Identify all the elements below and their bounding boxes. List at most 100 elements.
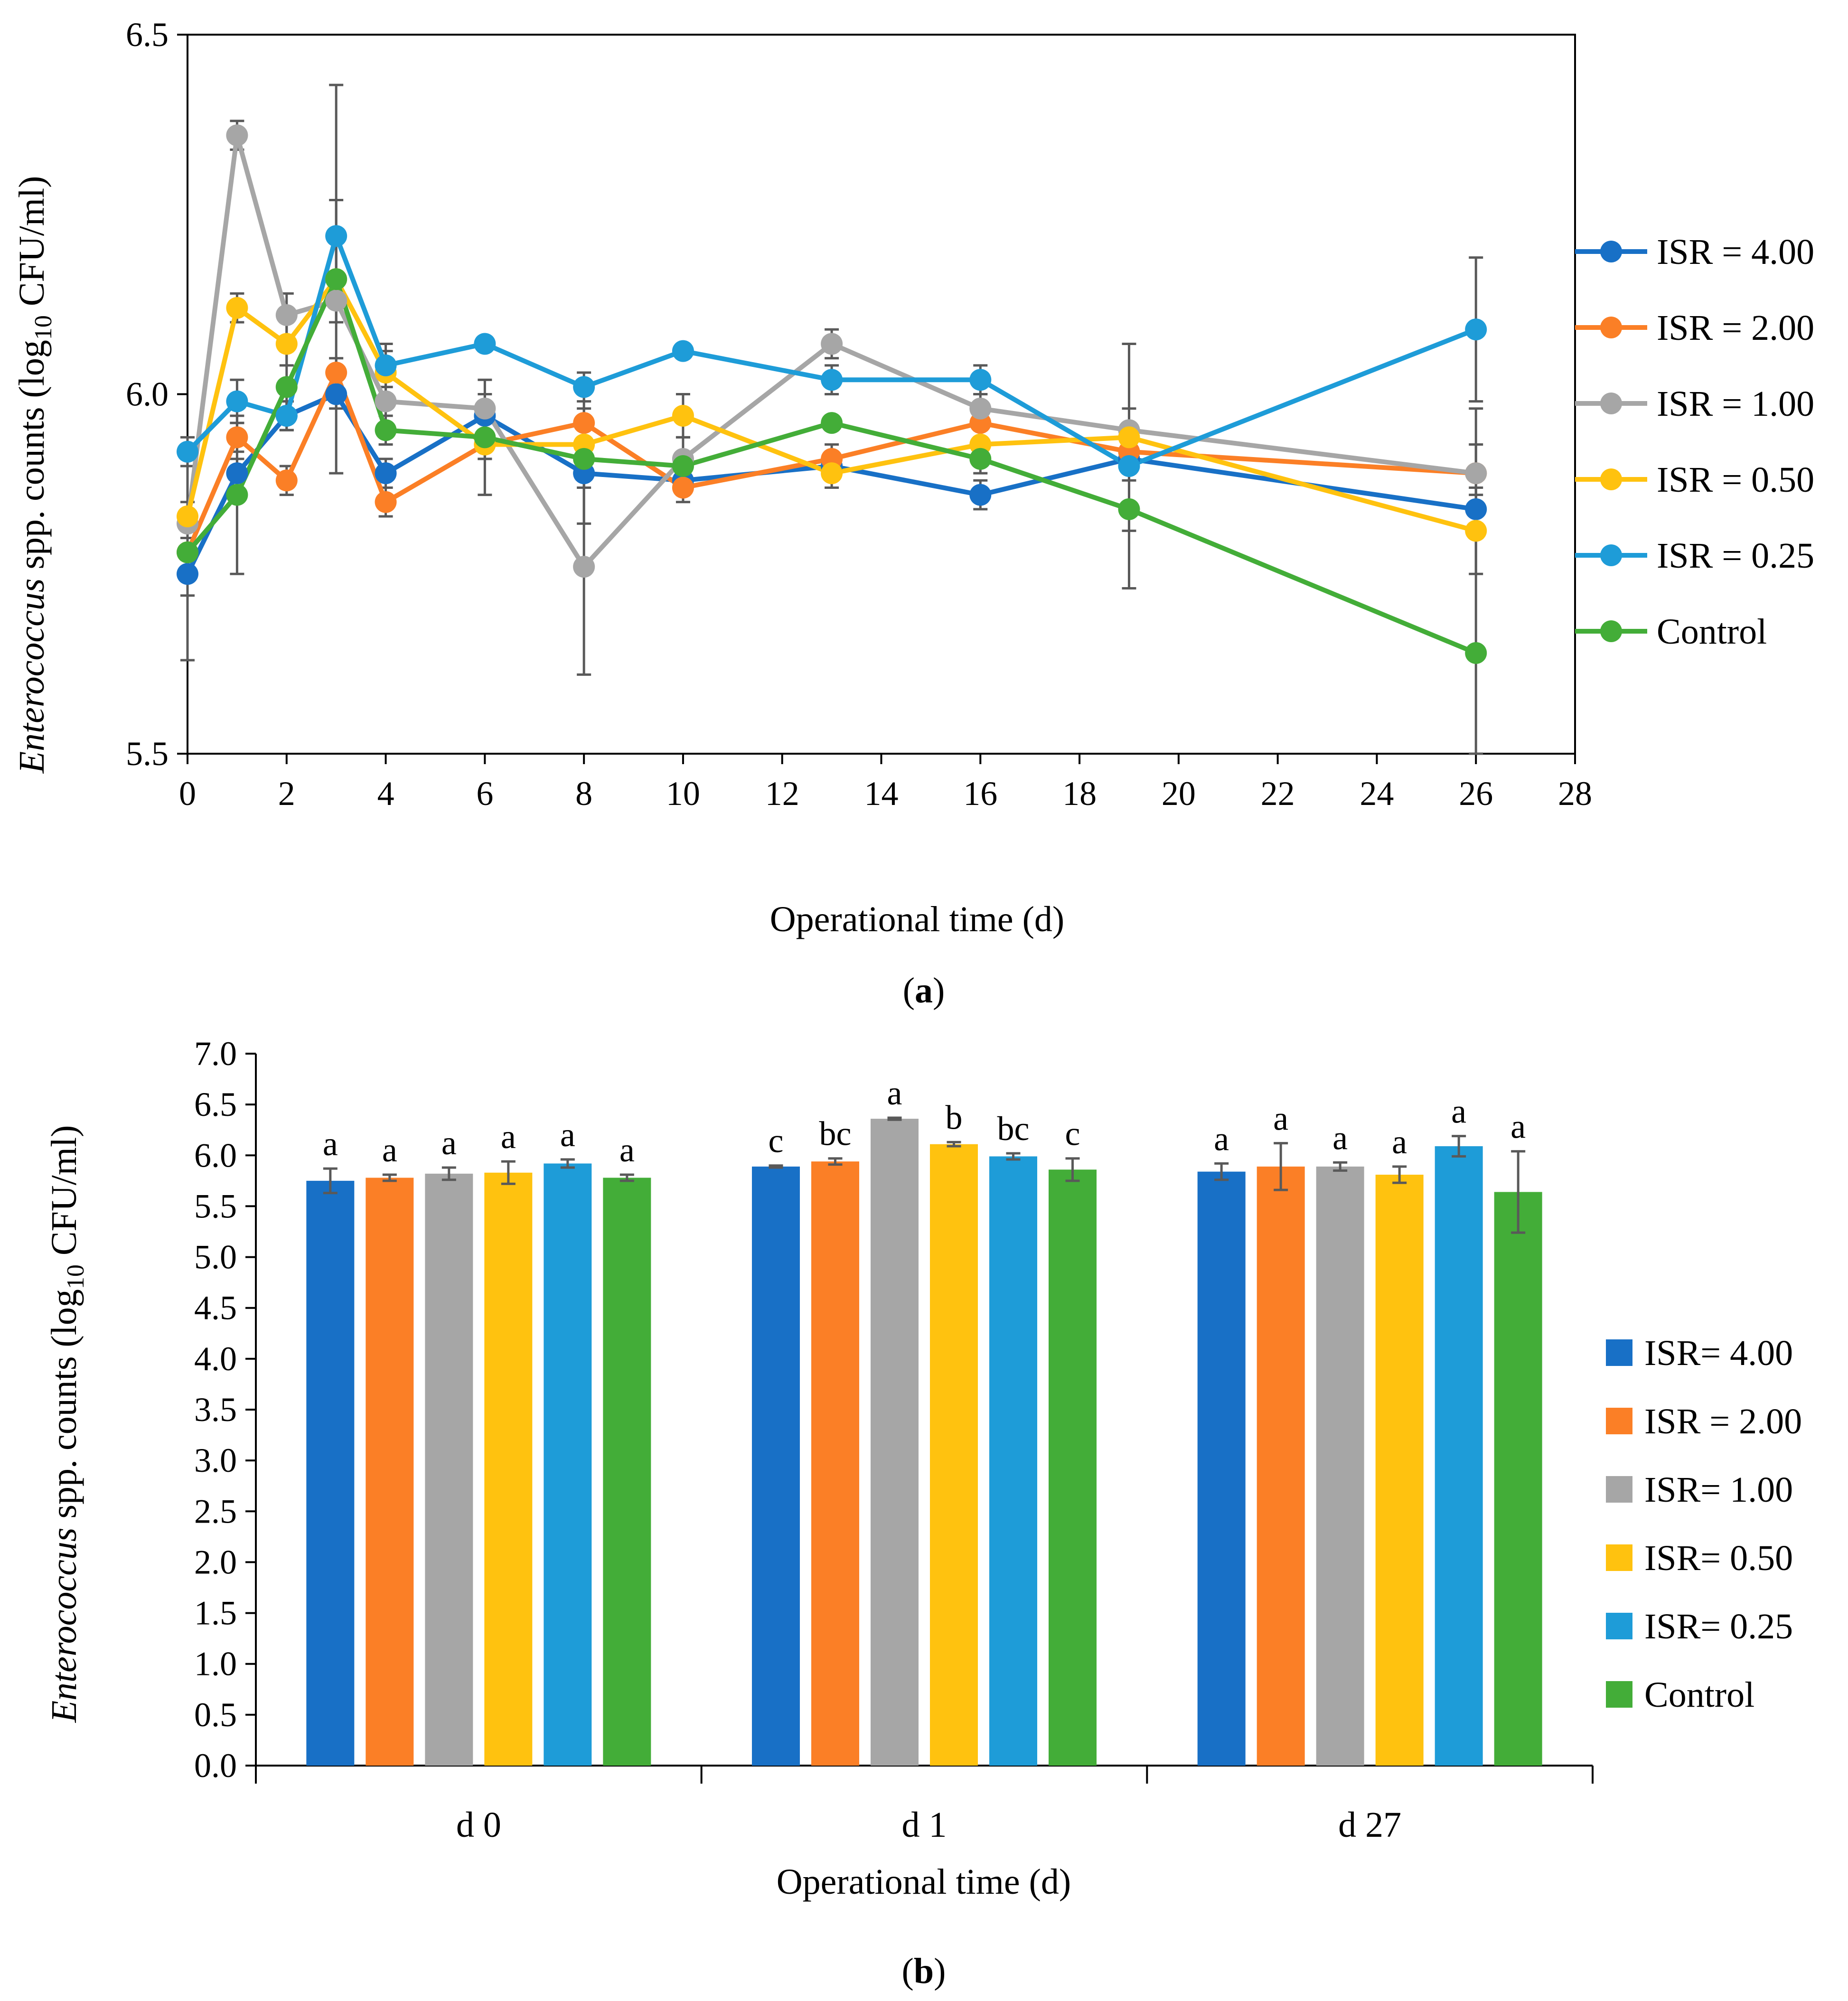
significance-letter-isr-0-50: b [946, 1098, 963, 1136]
data-point-isr-4-00 [1465, 498, 1487, 520]
data-point-isr-4-00 [226, 462, 248, 485]
data-point-isr-1-00 [474, 397, 496, 420]
panel-a-y-tick-label: 6.0 [126, 375, 169, 413]
legend-swatch-isr-0-50 [1606, 1544, 1632, 1571]
panel-b-error-bars [323, 1116, 1526, 1234]
panel-b-caption: (b) [902, 1951, 946, 1991]
legend-label-isr-0-25: ISR = 0.25 [1657, 536, 1814, 576]
data-point-isr-0-25 [1465, 318, 1487, 341]
bar-isr-2-00 [811, 1161, 859, 1766]
panel-a-legend: ISR = 4.00 ISR = 2.00 ISR = 1.00 ISR = 0.50… [1575, 232, 1814, 652]
data-point-isr-1-00 [325, 290, 347, 312]
panel-a-y-axis-label: Enterococcus spp. counts (log10 CFU/ml) [12, 176, 57, 774]
legend-label-isr-0-50: ISR = 0.50 [1657, 460, 1814, 500]
data-point-isr-1-00 [375, 390, 397, 412]
panel-b-y-tick-label: 5.5 [194, 1187, 237, 1225]
data-point-isr-0-25 [969, 369, 992, 391]
legend-label-isr-0-50: ISR= 0.50 [1644, 1538, 1793, 1578]
legend-label-isr-1-00: ISR = 1.00 [1657, 384, 1814, 424]
panel-b-legend: ISR= 4.00 ISR = 2.00 ISR= 1.00 ISR= 0.50 ISR… [1606, 1333, 1802, 1715]
panel-a-y-tick-label: 5.5 [126, 735, 169, 773]
panel-a-x-tick-label: 0 [179, 775, 196, 813]
panel-b-y-tick-label: 2.5 [194, 1492, 237, 1530]
panel-b-y-tick-label: 0.5 [194, 1696, 237, 1734]
panel-a-x-tick-label: 14 [864, 775, 899, 813]
significance-letter-isr-0-25: bc [997, 1110, 1030, 1148]
series-line-control [186, 277, 1477, 655]
legend-marker-isr-2-00 [1600, 317, 1622, 338]
significance-letter-isr-4-00: a [1214, 1120, 1229, 1158]
panel-b-bars [306, 1119, 1542, 1766]
panel-a-line-chart: 0 2 4 6 8 10 12 14 16 18 20 22 24 26 285.56.06.5 ISR =… [12, 16, 1814, 1010]
panel-b-y-tick-label: 4.5 [194, 1289, 237, 1327]
legend-label-isr-0-25: ISR= 0.25 [1644, 1607, 1793, 1646]
data-point-control [1465, 642, 1487, 664]
data-point-isr-0-25 [573, 376, 595, 398]
panel-b-y-tick-label: 0.0 [194, 1747, 237, 1785]
significance-letter-isr-1-00: a [1332, 1119, 1348, 1157]
legend-marker-isr-4-00 [1600, 241, 1622, 262]
data-point-isr-0-25 [1118, 455, 1140, 477]
legend-marker-control [1600, 620, 1622, 642]
data-point-control [375, 419, 397, 441]
bar-isr-0-25 [544, 1163, 592, 1766]
significance-letter-isr-0-50: a [1392, 1123, 1407, 1161]
panel-b-y-tick-label: 4.0 [194, 1340, 237, 1378]
bar-isr-0-25 [1435, 1146, 1483, 1766]
legend-label-isr-4-00: ISR = 4.00 [1657, 232, 1814, 272]
data-point-isr-0-50 [821, 462, 843, 485]
legend-marker-isr-0-50 [1600, 468, 1622, 490]
significance-letter-isr-4-00: a [323, 1125, 338, 1163]
panel-a-axes [177, 34, 1576, 764]
data-point-isr-0-25 [325, 225, 347, 247]
data-point-isr-1-00 [821, 333, 843, 355]
significance-letter-isr-2-00: a [382, 1131, 397, 1169]
significance-letter-isr-0-50: a [501, 1118, 516, 1156]
data-point-control [275, 376, 298, 398]
bar-isr-1-00 [871, 1119, 919, 1766]
data-point-isr-0-50 [226, 297, 248, 319]
bar-isr-0-25 [989, 1156, 1037, 1766]
significance-letter-control: c [1065, 1115, 1080, 1153]
panel-b-category-label: d 1 [902, 1805, 947, 1845]
legend-swatch-isr-4-00 [1606, 1339, 1632, 1366]
significance-letter-control: a [1510, 1108, 1526, 1146]
panel-b-y-tick-label: 3.0 [194, 1441, 237, 1479]
data-point-control [1118, 498, 1140, 520]
data-point-isr-2-00 [325, 362, 347, 384]
data-point-control [474, 426, 496, 449]
panel-a-x-tick-label: 18 [1062, 775, 1097, 813]
data-point-isr-0-25 [474, 333, 496, 355]
data-point-control [177, 541, 198, 563]
panel-b-y-axis-label: Enterococcus spp. counts (log10 CFU/ml) [44, 1125, 89, 1723]
panel-b-axes [245, 1053, 1594, 1784]
data-point-isr-2-00 [226, 426, 248, 449]
panel-a-x-tick-label: 4 [377, 775, 394, 813]
data-point-isr-4-00 [375, 462, 397, 485]
data-point-isr-1-00 [226, 124, 248, 147]
panel-b-y-tick-label: 7.0 [194, 1035, 237, 1073]
data-point-isr-0-50 [1465, 520, 1487, 542]
data-point-isr-0-25 [375, 354, 397, 376]
legend-label-isr-1-00: ISR= 1.00 [1644, 1470, 1793, 1510]
significance-letter-isr-1-00: a [441, 1124, 457, 1162]
panel-a-x-tick-label: 26 [1459, 775, 1493, 813]
data-point-control [226, 484, 248, 506]
significance-letter-isr-2-00: a [1273, 1100, 1288, 1138]
data-point-control [325, 268, 347, 290]
data-point-isr-2-00 [573, 412, 595, 434]
panel-a-caption: (a) [903, 971, 945, 1010]
bar-isr-0-50 [1375, 1175, 1424, 1766]
panel-a-x-axis-label: Operational time (d) [770, 899, 1064, 939]
data-point-isr-0-25 [275, 404, 298, 427]
significance-letter-control: a [619, 1131, 635, 1169]
panel-b-y-tick-label: 2.0 [194, 1543, 237, 1581]
significance-letter-isr-0-25: a [1451, 1093, 1466, 1131]
bar-isr-4-00 [752, 1166, 800, 1766]
data-point-isr-4-00 [325, 383, 347, 405]
significance-letter-isr-2-00: bc [819, 1115, 852, 1153]
data-point-control [573, 448, 595, 470]
panel-b-bar-chart: 0.0 0.5 1.0 1.5 2.0 2.5 3.0 3.5 4.0 4.5 5.0 5.5 6.0 6… [44, 1035, 1802, 1991]
